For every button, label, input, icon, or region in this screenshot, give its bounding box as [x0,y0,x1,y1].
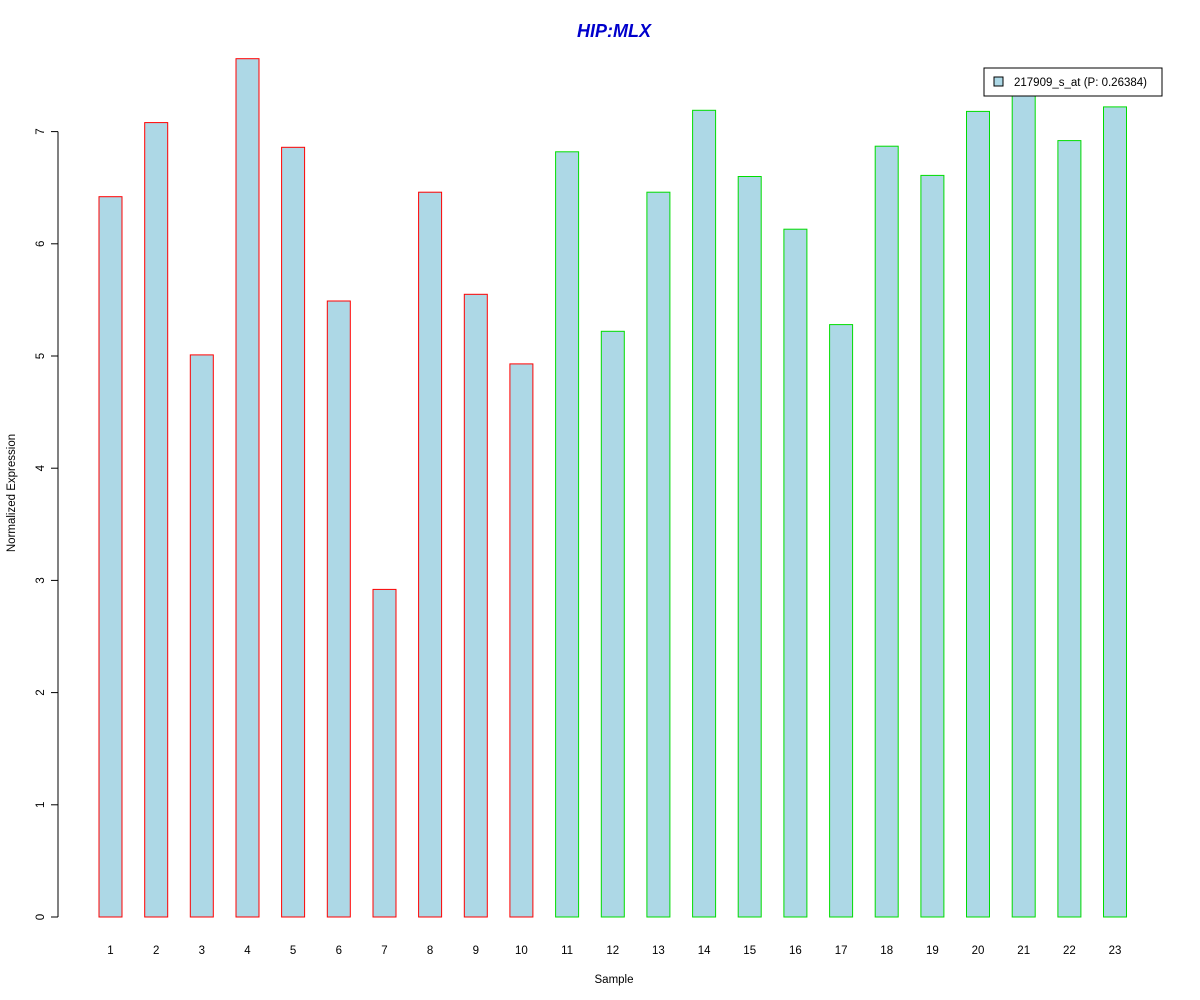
y-axis-title: Normalized Expression [6,434,18,552]
bar-sample-19 [920,174,945,918]
bar-sample-15 [737,176,762,918]
bar-sample-11 [555,151,580,918]
x-tick-label: 1 [107,945,113,957]
bar-sample-5 [281,146,306,918]
bar-sample-8 [418,191,443,918]
bar-sample-7 [372,588,397,918]
bar-sample-3 [189,354,214,918]
x-tick-label: 4 [244,945,251,957]
bar-sample-13 [646,191,671,918]
x-tick-label: 9 [473,945,479,957]
x-tick-label: 13 [652,945,665,957]
x-tick-label: 17 [835,945,848,957]
y-tick-label: 2 [35,689,47,695]
x-tick-label: 14 [698,945,711,957]
chart-title: HIP:MLX [577,21,652,41]
x-tick-label: 15 [743,945,756,957]
bar-sample-22 [1057,140,1082,918]
y-tick-label: 5 [35,353,47,359]
bar-sample-21 [1011,88,1036,918]
bar-sample-18 [874,145,899,918]
x-tick-label: 12 [606,945,619,957]
bar-sample-23 [1103,106,1127,918]
x-tick-label: 23 [1109,945,1122,957]
x-tick-label: 22 [1063,945,1076,957]
x-tick-labels: 1 2 3 4 5 6 7 8 9 10 11 12 13 14 15 16 17 18 19 20 21 22 23 [107,945,1121,957]
y-tick-label: 3 [35,577,47,583]
y-tick-label: 7 [35,128,47,134]
x-tick-label: 3 [199,945,205,957]
x-tick-label: 18 [880,945,893,957]
x-tick-label: 6 [336,945,342,957]
y-tick-label: 0 [35,914,47,920]
x-tick-label: 16 [789,945,802,957]
x-tick-label: 7 [381,945,387,957]
bar-sample-10 [509,363,534,918]
bar-sample-1 [98,196,123,918]
bar-sample-16 [783,228,808,918]
x-tick-label: 11 [561,945,573,957]
y-tick-label: 6 [35,241,47,247]
legend-box [983,67,1163,97]
bars-group [98,58,1127,918]
x-axis-title: Sample [595,974,634,986]
x-tick-label: 2 [153,945,159,957]
x-tick-label: 5 [290,945,296,957]
x-tick-label: 20 [972,945,985,957]
bar-sample-2 [144,122,169,918]
bar-sample-9 [463,293,488,918]
bar-sample-14 [692,109,717,918]
x-tick-label: 10 [515,945,528,957]
y-axis: 0 1 2 3 4 5 6 7 [35,128,59,920]
legend-label: 217909_s_at (P: 0.26384) [1014,77,1147,89]
bar-sample-6 [326,300,351,918]
bar-sample-17 [829,324,854,918]
x-tick-label: 19 [926,945,939,957]
y-tick-label: 1 [35,802,47,808]
bar-sample-12 [600,330,625,918]
y-tick-label: 4 [35,464,47,471]
x-tick-label: 21 [1017,945,1030,957]
legend: 217909_s_at (P: 0.26384) [983,67,1163,97]
bar-sample-4 [235,58,260,918]
legend-swatch [993,76,1004,87]
bar-sample-20 [966,110,990,918]
x-tick-label: 8 [427,945,433,957]
